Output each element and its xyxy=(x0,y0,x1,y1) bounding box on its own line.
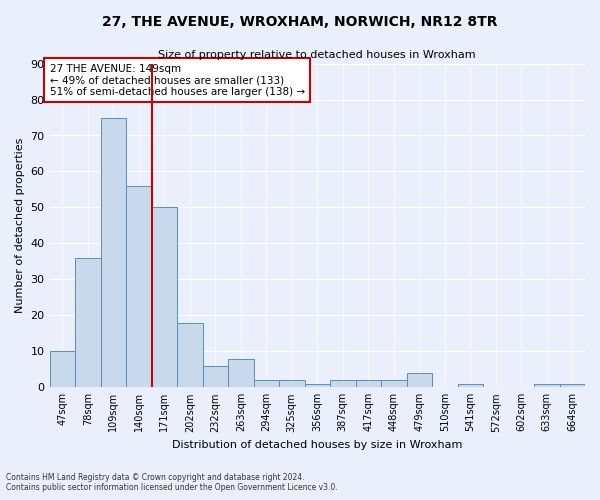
Bar xyxy=(50,352,75,388)
Bar xyxy=(152,208,177,388)
Bar xyxy=(560,384,585,388)
Bar xyxy=(126,186,152,388)
Bar xyxy=(381,380,407,388)
Bar xyxy=(458,384,483,388)
Bar xyxy=(534,384,560,388)
Text: Contains HM Land Registry data © Crown copyright and database right 2024.: Contains HM Land Registry data © Crown c… xyxy=(6,474,305,482)
Text: 27, THE AVENUE, WROXHAM, NORWICH, NR12 8TR: 27, THE AVENUE, WROXHAM, NORWICH, NR12 8… xyxy=(102,15,498,29)
Title: Size of property relative to detached houses in Wroxham: Size of property relative to detached ho… xyxy=(158,50,476,60)
Bar xyxy=(305,384,330,388)
Text: 27 THE AVENUE: 149sqm
← 49% of detached houses are smaller (133)
51% of semi-det: 27 THE AVENUE: 149sqm ← 49% of detached … xyxy=(50,64,305,97)
X-axis label: Distribution of detached houses by size in Wroxham: Distribution of detached houses by size … xyxy=(172,440,463,450)
Bar xyxy=(407,373,432,388)
Y-axis label: Number of detached properties: Number of detached properties xyxy=(15,138,25,313)
Text: Contains public sector information licensed under the Open Government Licence v3: Contains public sector information licen… xyxy=(6,484,338,492)
Bar xyxy=(254,380,279,388)
Bar xyxy=(228,358,254,388)
Bar xyxy=(356,380,381,388)
Bar xyxy=(75,258,101,388)
Bar xyxy=(203,366,228,388)
Bar xyxy=(101,118,126,388)
Bar xyxy=(177,322,203,388)
Bar xyxy=(330,380,356,388)
Bar xyxy=(279,380,305,388)
